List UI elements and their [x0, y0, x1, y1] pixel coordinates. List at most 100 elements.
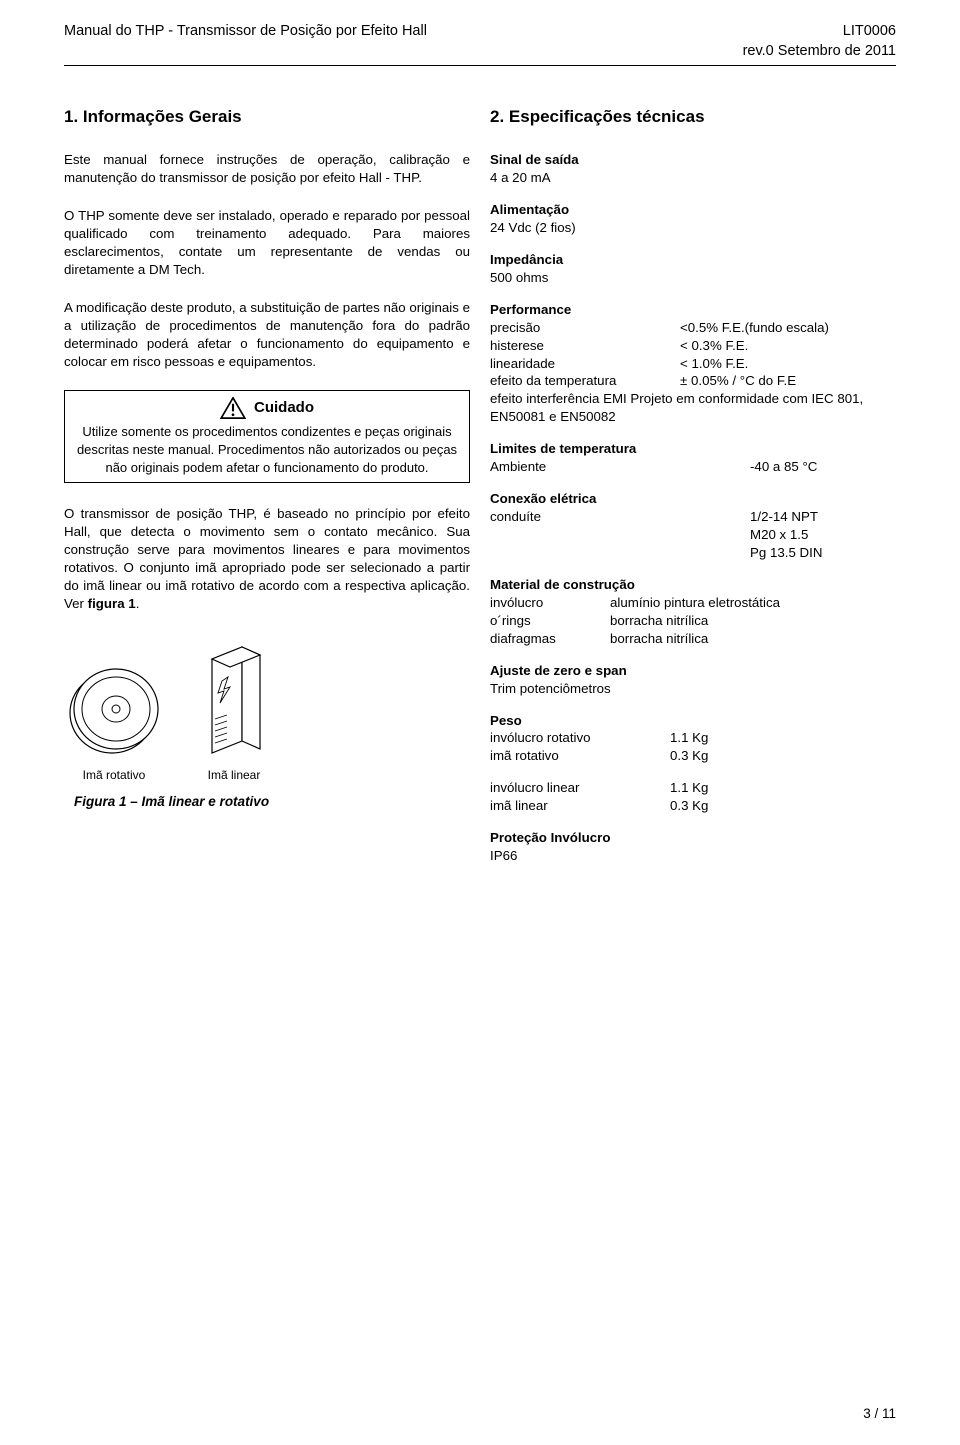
spec-key: precisão: [490, 319, 680, 337]
spec-value: 1.1 Kg: [670, 729, 708, 747]
spec-value: < 1.0% F.E.: [680, 355, 748, 373]
spec-key: histerese: [490, 337, 680, 355]
spec-value: 1/2-14 NPT: [750, 508, 818, 526]
figure-label: Imã rotativo: [64, 767, 164, 783]
spec-row: conduíte1/2-14 NPT: [490, 508, 896, 526]
figure-caption: Figura 1 – Imã linear e rotativo: [74, 793, 470, 811]
spec-label: Impedância: [490, 251, 896, 269]
caution-header: Cuidado: [73, 397, 461, 419]
caution-body: Utilize somente os procedimentos condize…: [73, 423, 461, 476]
spec-key: conduíte: [490, 508, 750, 526]
spec-block-alim: Alimentação 24 Vdc (2 fios): [490, 201, 896, 237]
spec-row: imã rotativo0.3 Kg: [490, 747, 896, 765]
spec-label: Ajuste de zero e span: [490, 662, 896, 680]
spec-row: precisão<0.5% F.E.(fundo escala): [490, 319, 896, 337]
spec-key: invólucro rotativo: [490, 729, 670, 747]
spec-value: borracha nitrílica: [610, 630, 708, 648]
spec-block-adj: Ajuste de zero e span Trim potenciômetro…: [490, 662, 896, 698]
spec-block-peso: Peso invólucro rotativo1.1 Kg imã rotati…: [490, 712, 896, 766]
spec-block-prot: Proteção Invólucro IP66: [490, 829, 896, 865]
spec-value: ± 0.05% / °C do F.E: [680, 372, 796, 390]
spec-row: efeito da temperatura± 0.05% / °C do F.E: [490, 372, 896, 390]
spec-key: [490, 526, 750, 544]
caution-box: Cuidado Utilize somente os procedimentos…: [64, 390, 470, 483]
rotary-magnet-illustration: [64, 661, 164, 761]
header-divider: [64, 65, 896, 66]
spec-row: M20 x 1.5: [490, 526, 896, 544]
header-title: Manual do THP - Transmissor de Posição p…: [64, 22, 427, 61]
paragraph: O THP somente deve ser instalado, operad…: [64, 207, 470, 279]
spec-row: diafragmasborracha nitrílica: [490, 630, 896, 648]
spec-label: Limites de temperatura: [490, 440, 896, 458]
paragraph: Este manual fornece instruções de operaç…: [64, 151, 470, 187]
spec-value: IP66: [490, 847, 896, 865]
spec-block-conn: Conexão elétrica conduíte1/2-14 NPT M20 …: [490, 490, 896, 562]
header-doc-id: LIT0006: [743, 22, 896, 42]
spec-key: invólucro linear: [490, 779, 670, 797]
spec-block-sinal: Sinal de saída 4 a 20 mA: [490, 151, 896, 187]
spec-row: Pg 13.5 DIN: [490, 544, 896, 562]
caution-title: Cuidado: [254, 398, 314, 418]
page: Manual do THP - Transmissor de Posição p…: [0, 0, 960, 1445]
spec-row: o´ringsborracha nitrílica: [490, 612, 896, 630]
figure-1-row: Imã rotativo Imã linear: [64, 641, 470, 783]
spec-label: Sinal de saída: [490, 151, 896, 169]
header-doc-rev: rev.0 Setembro de 2011: [743, 42, 896, 62]
spec-row: invólucro rotativo1.1 Kg: [490, 729, 896, 747]
left-column: 1. Informações Gerais Este manual fornec…: [64, 106, 470, 879]
spec-key: imã rotativo: [490, 747, 670, 765]
paragraph-text: .: [136, 596, 140, 611]
spec-key: imã linear: [490, 797, 670, 815]
spec-value: <0.5% F.E.(fundo escala): [680, 319, 829, 337]
spec-value: 500 ohms: [490, 269, 896, 287]
spec-value: borracha nitrílica: [610, 612, 708, 630]
spec-row: invólucroalumínio pintura eletrostática: [490, 594, 896, 612]
spec-row: linearidade< 1.0% F.E.: [490, 355, 896, 373]
spec-block-imp: Impedância 500 ohms: [490, 251, 896, 287]
spec-key: diafragmas: [490, 630, 610, 648]
section-heading-2: 2. Especificações técnicas: [490, 106, 896, 129]
page-header: Manual do THP - Transmissor de Posição p…: [64, 22, 896, 61]
spec-label: Proteção Invólucro: [490, 829, 896, 847]
spec-value: 0.3 Kg: [670, 797, 708, 815]
spec-value: alumínio pintura eletrostática: [610, 594, 780, 612]
figure-label: Imã linear: [194, 767, 274, 783]
figure-item-linear: Imã linear: [194, 641, 274, 783]
spec-block-mat: Material de construção invólucroalumínio…: [490, 576, 896, 648]
spec-key: efeito da temperatura: [490, 372, 680, 390]
spec-row: Ambiente-40 a 85 °C: [490, 458, 896, 476]
warning-icon: [220, 397, 246, 419]
spec-tail: efeito interferência EMI Projeto em conf…: [490, 390, 896, 426]
linear-magnet-illustration: [194, 641, 274, 761]
spec-block-lim: Limites de temperatura Ambiente-40 a 85 …: [490, 440, 896, 476]
right-column: 2. Especificações técnicas Sinal de saíd…: [490, 106, 896, 879]
spec-label: Alimentação: [490, 201, 896, 219]
spec-block-peso2: invólucro linear1.1 Kg imã linear0.3 Kg: [490, 779, 896, 815]
content-columns: 1. Informações Gerais Este manual fornec…: [64, 106, 896, 879]
spec-block-perf: Performance precisão<0.5% F.E.(fundo esc…: [490, 301, 896, 427]
spec-label: Peso: [490, 712, 896, 730]
spec-key: [490, 544, 750, 562]
section-heading-1: 1. Informações Gerais: [64, 106, 470, 129]
spec-label: Conexão elétrica: [490, 490, 896, 508]
spec-key: invólucro: [490, 594, 610, 612]
spec-key: linearidade: [490, 355, 680, 373]
spec-value: 1.1 Kg: [670, 779, 708, 797]
spec-value: 0.3 Kg: [670, 747, 708, 765]
spec-value: M20 x 1.5: [750, 526, 808, 544]
spec-row: imã linear0.3 Kg: [490, 797, 896, 815]
spec-value: 24 Vdc (2 fios): [490, 219, 896, 237]
spec-key: o´rings: [490, 612, 610, 630]
spec-value: Trim potenciômetros: [490, 680, 896, 698]
spec-value: 4 a 20 mA: [490, 169, 896, 187]
spec-label: Material de construção: [490, 576, 896, 594]
spec-label: Performance: [490, 301, 896, 319]
spec-value: -40 a 85 °C: [750, 458, 817, 476]
spec-row: invólucro linear1.1 Kg: [490, 779, 896, 797]
spec-value: Pg 13.5 DIN: [750, 544, 822, 562]
header-doc-meta: LIT0006 rev.0 Setembro de 2011: [743, 22, 896, 61]
paragraph: A modificação deste produto, a substitui…: [64, 299, 470, 371]
page-footer: 3 / 11: [863, 1406, 896, 1421]
paragraph: O transmissor de posição THP, é baseado …: [64, 505, 470, 613]
figure-item-rotary: Imã rotativo: [64, 661, 164, 783]
